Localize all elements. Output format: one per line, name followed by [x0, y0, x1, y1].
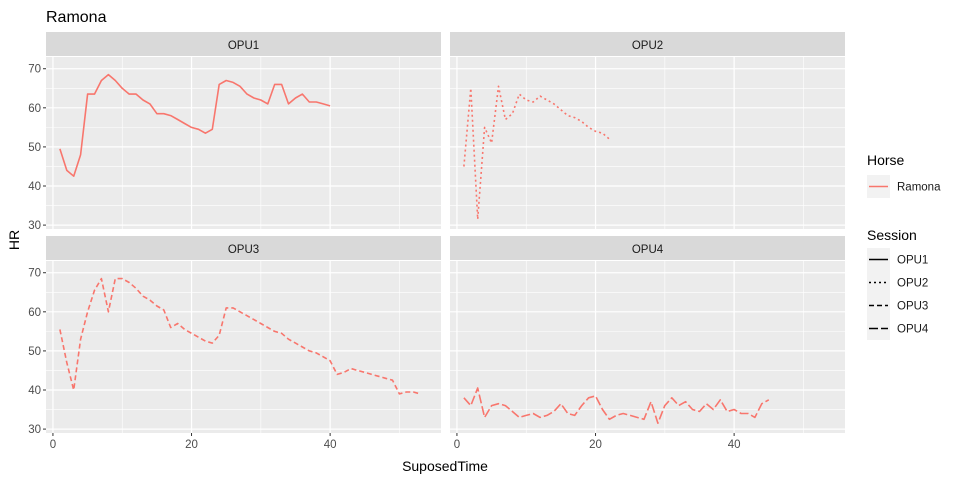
- y-tick-label: 50: [28, 142, 41, 154]
- legend-label-session: OPU4: [897, 324, 929, 336]
- panel-background: [450, 261, 845, 433]
- y-tick-label: 70: [28, 64, 41, 76]
- legend-horse-title: Horse: [867, 152, 905, 168]
- facet-strip-label: OPU3: [228, 244, 259, 256]
- x-axis-title: SuposedTime: [402, 458, 488, 474]
- y-tick-label: 40: [28, 385, 41, 397]
- x-tick-label: 0: [454, 439, 460, 451]
- panel-background: [450, 57, 845, 229]
- legend-label-session: OPU2: [897, 278, 928, 290]
- legend: Horse Session Ramona OPU1 OPU2 OPU3 OPU4: [867, 152, 941, 340]
- facet-strip: [46, 32, 441, 56]
- x-tick-label: 0: [50, 439, 56, 451]
- legend-key-box: [867, 317, 890, 340]
- x-tick-label: 40: [324, 439, 337, 451]
- y-tick-label: 70: [28, 268, 41, 280]
- chart-title: Ramona: [46, 9, 107, 26]
- panel-opu4: OPU4 0 20 40: [450, 236, 845, 451]
- legend-key-box: [867, 271, 890, 294]
- series-line-opu2: [463, 85, 610, 220]
- series-line-opu4: [463, 387, 770, 424]
- x-tick-label: 20: [185, 439, 198, 451]
- x-tick-label: 40: [728, 439, 741, 451]
- y-tick-label: 50: [28, 346, 41, 358]
- y-tick-label: 60: [28, 307, 41, 319]
- legend-label-horse: Ramona: [897, 182, 941, 194]
- panel-opu3: OPU3 30 40 50 60 70 0 20 40: [28, 236, 441, 451]
- facet-strip-label: OPU1: [228, 40, 259, 52]
- facet-strip-label: OPU4: [632, 244, 664, 256]
- y-tick-label: 30: [28, 424, 41, 436]
- facet-strip: [46, 236, 441, 260]
- facet-strip: [450, 32, 845, 56]
- panel-opu2: OPU2: [450, 32, 845, 229]
- y-tick-label: 60: [28, 103, 41, 115]
- panel-background: [46, 57, 441, 229]
- panel-opu1: OPU1 30 40 50 60 70: [28, 32, 441, 232]
- legend-label-session: OPU3: [897, 301, 928, 313]
- facet-strip: [450, 236, 845, 260]
- legend-session-title: Session: [867, 227, 917, 243]
- y-axis-title: HR: [6, 230, 22, 250]
- y-tick-label: 30: [28, 220, 41, 232]
- y-tick-label: 40: [28, 181, 41, 193]
- x-tick-label: 20: [589, 439, 602, 451]
- panel-background: [46, 261, 441, 433]
- series-line-opu3: [59, 277, 421, 395]
- series-line-opu1: [59, 73, 331, 177]
- facet-strip-label: OPU2: [632, 40, 663, 52]
- legend-label-session: OPU1: [897, 255, 928, 267]
